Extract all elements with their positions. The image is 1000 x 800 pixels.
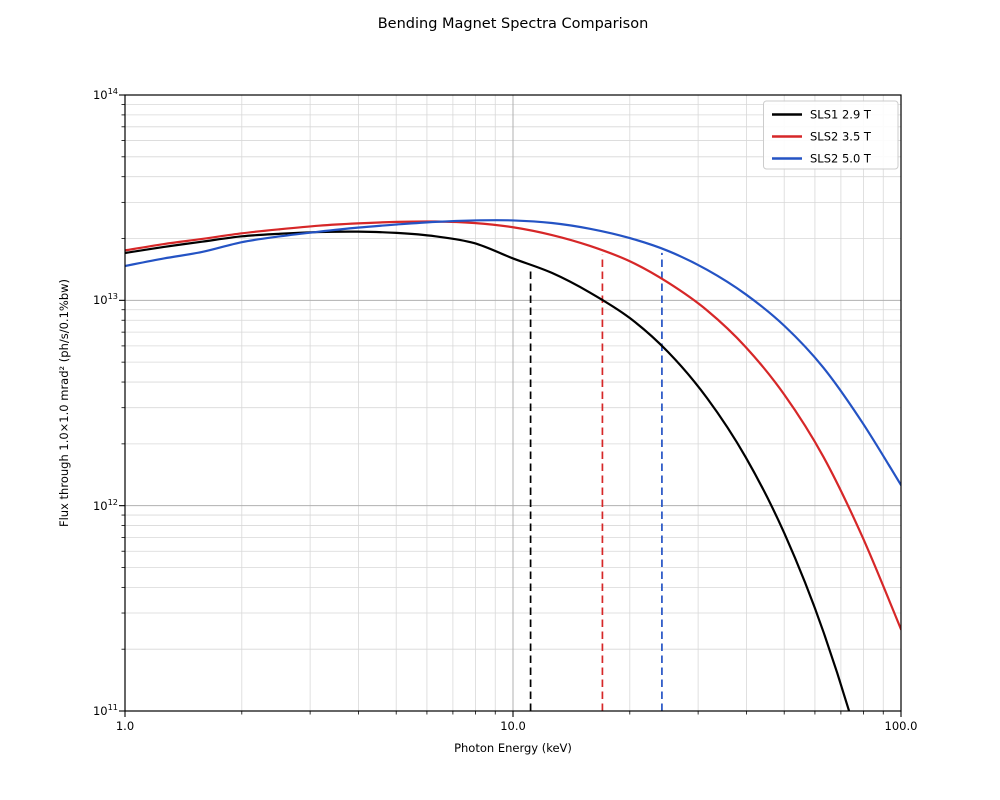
y-tick-base: 10	[93, 88, 108, 102]
x-axis-label: Photon Energy (keV)	[454, 741, 572, 755]
x-tick-100: 100.0	[885, 719, 918, 733]
x-tick-10: 10.0	[500, 719, 526, 733]
legend-entry: SLS2 5.0 T	[772, 152, 872, 166]
y-tick-exp: 11	[108, 702, 118, 712]
y-axis-label: Flux through 1.0×1.0 mrad² (ph/s/0.1%bw)	[57, 279, 71, 527]
y-tick-1e11: 1011	[93, 702, 118, 718]
y-tick-exp: 12	[108, 497, 118, 507]
y-tick-1e12: 1012	[93, 497, 118, 513]
y-tick-labels: 1011 1012 1013 1014	[93, 86, 118, 718]
x-tick-1: 1.0	[116, 719, 134, 733]
legend-label: SLS2 5.0 T	[810, 152, 872, 166]
y-tick-base: 10	[93, 704, 108, 718]
legend-frame	[763, 100, 899, 170]
y-tick-base: 10	[93, 293, 108, 307]
critical-energy-vlines	[529, 252, 663, 711]
axis-tick-marks	[119, 94, 902, 717]
y-tick-exp: 13	[108, 291, 118, 301]
plot-area-border	[124, 94, 902, 712]
series-line-SLS1-2.9-T	[125, 230, 851, 711]
legend-label: SLS1 2.9 T	[810, 108, 872, 122]
x-tick-labels: 1.0 10.0 100.0	[116, 719, 918, 733]
series-line-SLS2-3.5-T	[125, 220, 901, 631]
y-tick-1e13: 1013	[93, 291, 118, 307]
y-tick-base: 10	[93, 499, 108, 513]
legend-entry: SLS2 3.5 T	[772, 130, 872, 144]
legend-label: SLS2 3.5 T	[810, 130, 872, 144]
spectra-curves	[125, 219, 901, 711]
y-tick-1e14: 1014	[93, 86, 118, 102]
legend-entry: SLS1 2.9 T	[772, 108, 872, 122]
chart-title: Bending Magnet Spectra Comparison	[378, 16, 649, 32]
series-line-SLS2-5.0-T	[125, 219, 901, 487]
legend: SLS1 2.9 T SLS2 3.5 T SLS2 5.0 T	[763, 100, 899, 170]
y-tick-exp: 14	[108, 86, 118, 96]
